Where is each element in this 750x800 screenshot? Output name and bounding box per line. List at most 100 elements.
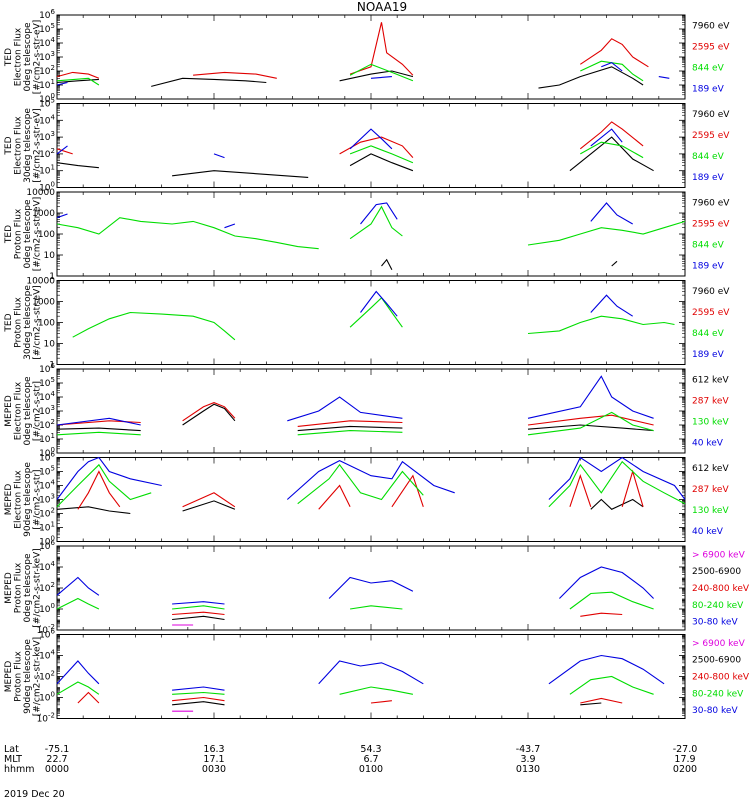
series-line	[580, 60, 644, 82]
series-line	[339, 70, 414, 82]
ephemeris-value: -27.0	[673, 744, 698, 755]
series-line	[621, 469, 644, 507]
y-tick-label: 10000	[26, 188, 55, 198]
legend-entry: 2595 eV	[692, 220, 730, 230]
y-tick-label: 1	[49, 361, 55, 371]
series-line	[172, 605, 225, 610]
panel-8: 10-2 100 102 104 106 MEPED Proton Flux 90deg te…	[4, 628, 750, 725]
chart-title: NOAA19	[357, 0, 407, 14]
ephemeris-row-label: Lat	[4, 744, 19, 755]
series-line	[56, 660, 100, 685]
legend-entry: 844 eV	[692, 64, 725, 74]
y-tick-label: 10	[44, 340, 56, 350]
series-line	[56, 148, 73, 155]
series-line	[360, 290, 398, 317]
series-line	[611, 260, 618, 267]
y-tick-label: 102	[39, 507, 55, 520]
legend-entry: 30-80 keV	[692, 618, 738, 628]
y-axis-label: Electron Flux	[14, 27, 24, 86]
y-axis-label: MEPED	[4, 395, 14, 427]
series-line	[56, 213, 68, 219]
y-tick-label: 104	[39, 390, 55, 403]
legend-entry: 2500-6900	[692, 567, 741, 577]
y-tick-label: 100	[39, 602, 55, 615]
y-tick-label: 100	[39, 446, 55, 459]
series-line	[172, 615, 225, 621]
ephemeris-value: 22.7	[46, 754, 67, 765]
series-line	[56, 71, 100, 79]
series-line	[349, 153, 414, 172]
y-axis-label: [#/cm2-s-str-keV]	[33, 548, 43, 627]
series-line	[590, 128, 623, 147]
y-tick-label: 104	[39, 649, 55, 662]
series-line	[72, 311, 236, 341]
y-tick-label: 10-2	[37, 623, 55, 636]
series-line	[569, 675, 654, 695]
y-tick-label: 106	[39, 628, 55, 641]
ephemeris-value: 3.9	[520, 754, 535, 765]
legend-entry: 287 keV	[692, 485, 729, 495]
series-line	[77, 470, 121, 510]
ephemeris-row-label: MLT	[4, 754, 22, 765]
y-tick-label: 100	[38, 230, 55, 240]
panel-3: 1 10 100 1000 10000 TED Proton Flux 0deg telesc…	[4, 188, 730, 282]
series-line	[56, 597, 100, 610]
legend-entry: 240-800 keV	[692, 584, 750, 594]
series-line	[182, 402, 236, 422]
y-axis-label: [#/cm2-s-str-eV]	[33, 197, 43, 272]
y-tick-label: 105	[39, 97, 55, 110]
y-axis-label: MEPED	[4, 572, 14, 604]
legend-entry: 844 eV	[692, 152, 725, 162]
series-line	[182, 492, 236, 508]
ephemeris-value: 54.3	[360, 744, 381, 755]
series-line	[182, 500, 236, 512]
series-line	[360, 202, 398, 225]
series-line	[590, 498, 644, 510]
series-line	[349, 63, 414, 82]
y-axis-label: TED	[4, 313, 14, 332]
series-line	[56, 81, 68, 86]
y-tick-label: 101	[39, 521, 55, 534]
legend-entry: 130 keV	[692, 506, 729, 516]
y-axis-label: Proton Flux	[14, 562, 24, 613]
panel-frame	[56, 368, 686, 454]
y-axis-label: 0deg telescope	[23, 376, 33, 446]
y-axis-label: Electron Flux	[14, 470, 24, 529]
series-line	[56, 77, 100, 86]
y-tick-label: 10-2	[37, 712, 55, 725]
series-line	[569, 473, 592, 507]
panel-7: 10-2 100 102 104 106 MEPED Proton Flux 0deg tel…	[4, 539, 750, 636]
panel-2: 100 101 102 103 104 105 TED Electron Flux 30deg …	[4, 97, 730, 194]
y-tick-label: 10000	[26, 277, 55, 287]
y-tick-label: 100	[38, 319, 55, 329]
y-tick-label: 101	[39, 432, 55, 445]
y-axis-label: Proton Flux	[14, 297, 24, 348]
legend-entry: 40 keV	[692, 439, 724, 449]
series-line	[286, 459, 455, 500]
series-line	[579, 38, 649, 68]
series-line	[172, 691, 225, 695]
ephemeris-value: 0130	[516, 764, 540, 775]
y-tick-label: 1000	[32, 298, 55, 308]
y-axis-label: [#/cm2-s-str]	[33, 469, 43, 529]
series-line	[56, 463, 152, 508]
y-axis-label: TED	[4, 48, 14, 67]
y-axis-label: [#/cm2-s-str-eV]	[33, 108, 43, 183]
y-tick-label: 101	[39, 164, 55, 177]
series-line	[172, 696, 225, 702]
y-axis-label: Proton Flux	[14, 208, 24, 259]
y-tick-label: 102	[39, 64, 55, 77]
series-line	[370, 76, 392, 79]
y-tick-label: 106	[39, 451, 55, 464]
series-line	[56, 506, 131, 515]
series-line	[579, 121, 644, 150]
legend-entry: > 6900 keV	[692, 550, 746, 560]
legend-entry: 2595 eV	[692, 308, 730, 318]
y-axis-label: Electron Flux	[14, 116, 24, 175]
series-line	[349, 128, 393, 150]
series-line	[527, 411, 654, 436]
series-line	[172, 601, 225, 605]
series-line	[318, 484, 351, 510]
